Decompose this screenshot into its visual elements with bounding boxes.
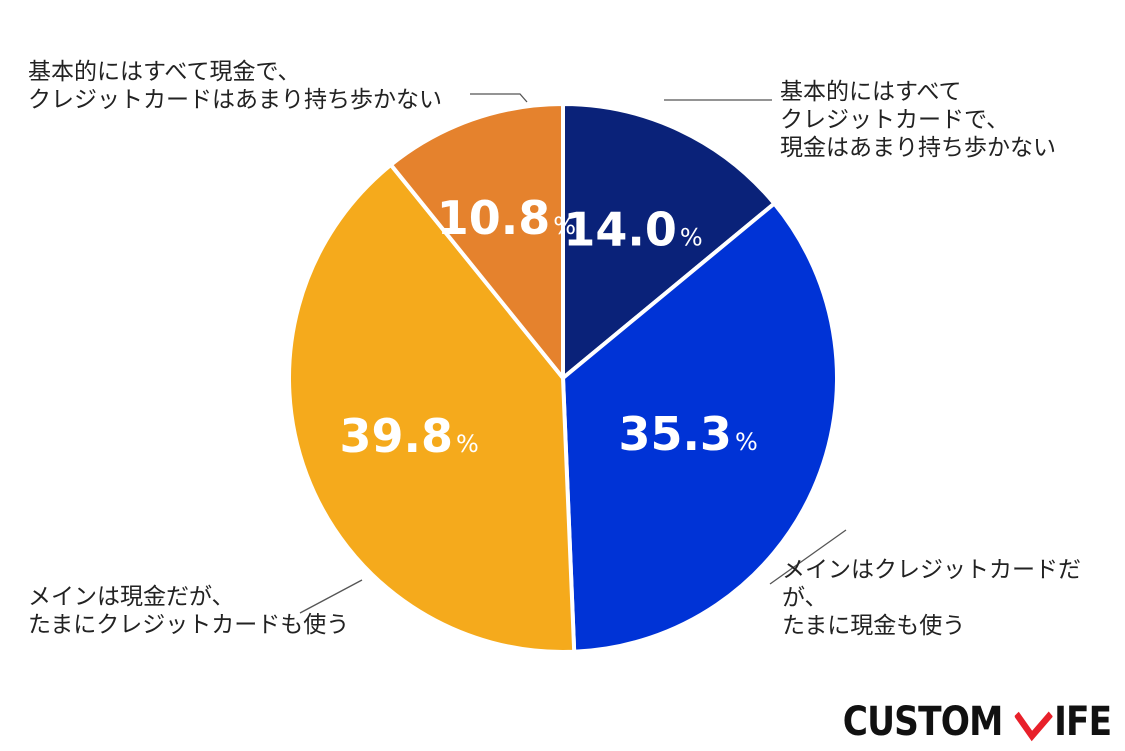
pct-label-mainly-cash: 39.8% [339, 409, 478, 463]
slice-label-cash-only: 基本的にはすべて現金で、 クレジットカードはあまり持ち歩かない [28, 59, 442, 113]
pct-label-credit-only: 14.0% [563, 202, 702, 256]
pct-label-mainly-credit: 35.3% [618, 407, 757, 461]
pie-slice-mainly-cash [287, 162, 577, 654]
logo-text-left: CUSTOM [842, 699, 1003, 745]
slice-label-mainly-cash: メインは現金だが、 たまにクレジットカードも使う [28, 584, 350, 638]
slice-label-credit-only: 基本的にはすべて クレジットカードで、 現金はあまり持ち歩かない [780, 79, 1056, 161]
pie-slice-mainly-credit [561, 201, 839, 654]
pie-slices [287, 102, 839, 654]
pie-slice-credit-only [561, 102, 777, 380]
logo-text-right: IFE [1053, 699, 1112, 745]
leader-lines [299, 93, 847, 614]
pie-slice-cash-only [388, 102, 565, 380]
percentage-labels: 14.0 % 35.3 % 39.8 % 10.8% [339, 191, 757, 463]
brand-logo: CUSTOM IFE [842, 699, 1111, 745]
leader-line-cash-only [470, 93, 528, 103]
logo-check-mark-icon [1014, 711, 1053, 742]
slice-label-mainly-credit: メインはクレジットカードだが、 たまに現金も使う [782, 557, 1081, 639]
leader-line-mainly-cash [299, 579, 363, 614]
leader-line-mainly-credit [769, 529, 847, 585]
pct-label-cash-only: 10.8% [437, 191, 576, 245]
